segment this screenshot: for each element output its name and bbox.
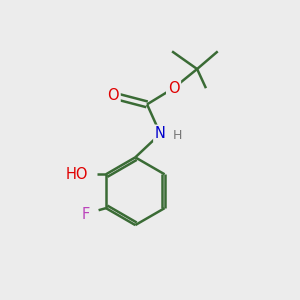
Text: O: O [168, 81, 179, 96]
Text: HO: HO [65, 167, 88, 182]
Text: N: N [155, 126, 166, 141]
Text: H: H [173, 129, 182, 142]
Text: O: O [107, 88, 119, 103]
Text: F: F [81, 206, 89, 221]
